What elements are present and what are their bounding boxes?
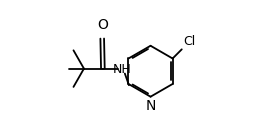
Text: N: N — [146, 99, 156, 113]
Text: Cl: Cl — [184, 35, 196, 48]
Text: O: O — [97, 18, 108, 32]
Text: NH: NH — [113, 63, 132, 76]
